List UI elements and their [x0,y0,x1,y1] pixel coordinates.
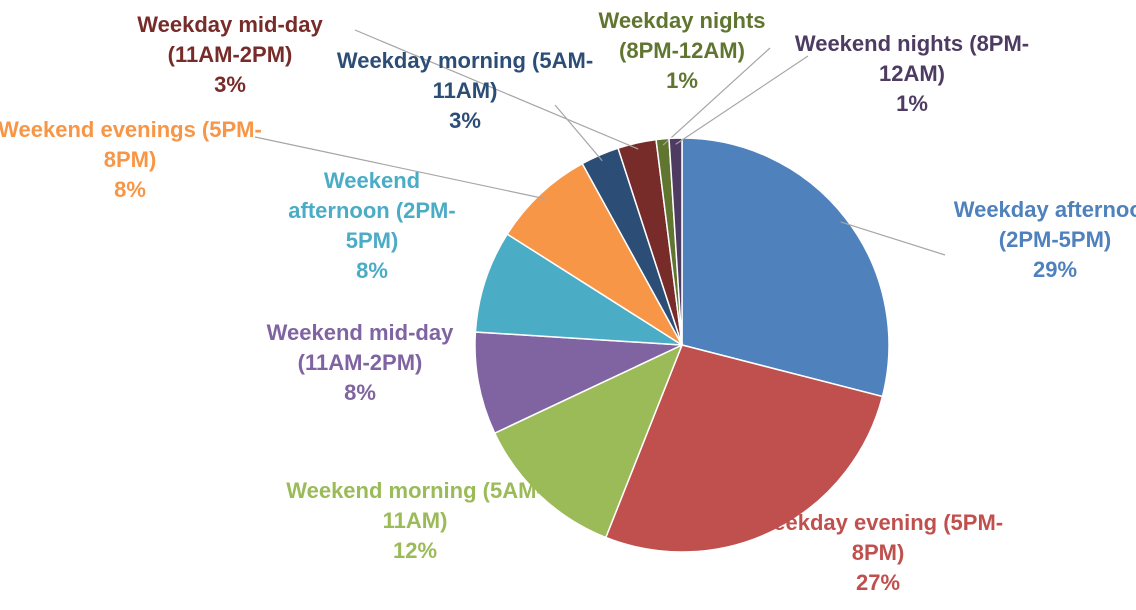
pie-slice [604,344,884,553]
leader-line [354,29,639,150]
slice-label: Weekday mid-day (11AM-2PM) [137,12,323,67]
pie-slice [668,137,683,346]
slice-value-label: 3% [449,108,481,133]
slice-value-label: 12% [392,538,438,563]
slice-label: Weekend mid-day (11AM-2PM) [266,320,454,375]
leader-line [675,55,809,145]
slice-label: Weekday afternoon (2PM-5PM) [953,197,1136,252]
pie-slice [474,233,683,346]
slice-value-label: 3% [214,72,246,97]
slice-label: Weekend evenings (5PM-8PM) [0,117,262,172]
pie-slice [681,137,890,398]
slice-value-label: 1% [896,91,928,116]
slice-value-label: 27% [855,570,901,595]
slice-value-label: 8% [356,258,388,283]
slice-label: Weekday nights (8PM-12AM) [598,8,766,63]
leader-line [840,221,946,256]
slice-label: Weekend nights (8PM-12AM) [794,31,1030,86]
slice-value-label: 29% [1032,257,1078,282]
pie-slice [474,331,683,435]
leader-line [662,47,771,146]
pie-slice [493,343,684,539]
pie-slice [506,162,683,346]
slice-value-label: 8% [114,177,146,202]
slice-value-label: 1% [666,68,698,93]
slice-value-label: 8% [344,380,376,405]
slice-label: Weekday evening (5PM-8PM) [752,510,1004,565]
leader-line [554,104,603,162]
slice-label: Weekend morning (5AM-11AM) [286,478,544,533]
slice-label: Weekend afternoon (2PM-5PM) [288,168,456,253]
leader-line [254,136,545,200]
slice-label: Weekday morning (5AM-11AM) [336,48,594,103]
